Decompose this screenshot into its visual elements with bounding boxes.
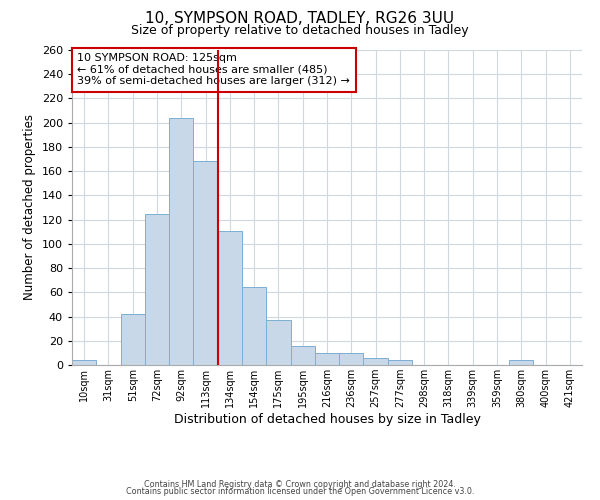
Text: Contains HM Land Registry data © Crown copyright and database right 2024.: Contains HM Land Registry data © Crown c… — [144, 480, 456, 489]
Bar — [315, 353, 339, 365]
Bar — [121, 314, 145, 365]
Bar — [242, 288, 266, 365]
X-axis label: Distribution of detached houses by size in Tadley: Distribution of detached houses by size … — [173, 413, 481, 426]
Text: Size of property relative to detached houses in Tadley: Size of property relative to detached ho… — [131, 24, 469, 37]
Bar — [364, 358, 388, 365]
Bar — [388, 360, 412, 365]
Bar — [145, 214, 169, 365]
Bar — [218, 230, 242, 365]
Bar — [339, 353, 364, 365]
Bar — [193, 162, 218, 365]
Text: 10, SYMPSON ROAD, TADLEY, RG26 3UU: 10, SYMPSON ROAD, TADLEY, RG26 3UU — [145, 11, 455, 26]
Text: Contains public sector information licensed under the Open Government Licence v3: Contains public sector information licen… — [126, 487, 474, 496]
Bar — [72, 360, 96, 365]
Y-axis label: Number of detached properties: Number of detached properties — [23, 114, 36, 300]
Bar — [266, 320, 290, 365]
Bar — [169, 118, 193, 365]
Bar — [509, 360, 533, 365]
Bar — [290, 346, 315, 365]
Text: 10 SYMPSON ROAD: 125sqm
← 61% of detached houses are smaller (485)
39% of semi-d: 10 SYMPSON ROAD: 125sqm ← 61% of detache… — [77, 53, 350, 86]
